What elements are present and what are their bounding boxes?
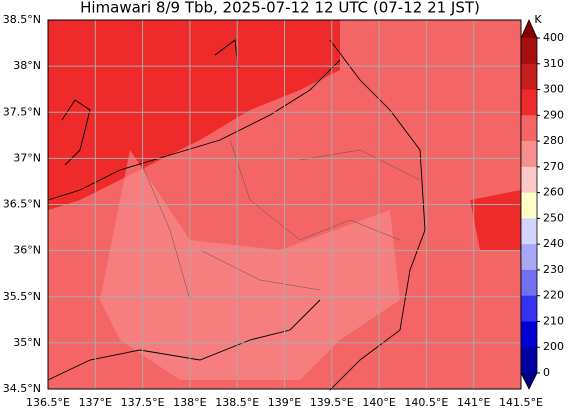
lat-tick-label: 34.5°N bbox=[3, 382, 41, 395]
colorbar-segment bbox=[521, 141, 537, 168]
lon-tick-label: 140°E bbox=[362, 396, 395, 409]
prefecture-border bbox=[139, 139, 421, 301]
colorbar-label: 280 bbox=[543, 134, 564, 147]
lat-tick-label: 36.5°N bbox=[3, 198, 41, 211]
lat-tick-label: 38°N bbox=[13, 59, 41, 72]
colorbar-segment bbox=[521, 38, 537, 65]
colorbar-segment bbox=[521, 89, 537, 116]
colorbar-label: 220 bbox=[543, 289, 564, 302]
cooler-area bbox=[100, 150, 400, 380]
lon-tick-label: 139.5°E bbox=[310, 396, 354, 409]
colorbar-label: 400 bbox=[543, 31, 564, 44]
lon-tick-label: 140.5°E bbox=[404, 396, 448, 409]
colorbar-segment bbox=[521, 192, 537, 219]
colorbar-segment bbox=[521, 244, 537, 271]
colorbar-label: 230 bbox=[543, 263, 564, 276]
colorbar-extend bbox=[521, 373, 537, 389]
title: Himawari 8/9 Tbb, 2025-07-12 12 UTC (07-… bbox=[80, 0, 480, 17]
colorbar-label: 0 bbox=[543, 366, 550, 379]
colorbar-segment bbox=[521, 269, 537, 296]
colorbar-segment bbox=[521, 347, 537, 374]
lat-tick-label: 35.5°N bbox=[3, 290, 41, 303]
colorbar-label: 250 bbox=[543, 211, 564, 224]
colorbar-segment bbox=[521, 218, 537, 245]
map-area bbox=[47, 19, 522, 391]
lon-tick-label: 137°E bbox=[79, 396, 112, 409]
colorbar-label: 210 bbox=[543, 314, 564, 327]
lat-tick-label: 35°N bbox=[13, 336, 41, 349]
colorbar-label: 270 bbox=[543, 160, 564, 173]
island bbox=[200, 40, 240, 78]
lon-tick-label: 138°E bbox=[173, 396, 206, 409]
colorbar-segment bbox=[521, 295, 537, 322]
colorbar-segment bbox=[521, 63, 537, 90]
lat-tick-label: 36°N bbox=[13, 244, 41, 257]
lat-tick-label: 37.5°N bbox=[3, 105, 41, 118]
colorbar-segment bbox=[521, 321, 537, 348]
lon-tick-label: 141.5°E bbox=[499, 396, 543, 409]
colorbar-segment bbox=[521, 166, 537, 193]
lon-tick-label: 137.5°E bbox=[121, 396, 165, 409]
colorbar-label: 240 bbox=[543, 237, 564, 250]
lat-tick-label: 37°N bbox=[13, 151, 41, 164]
lon-tick-label: 136.5°E bbox=[26, 396, 70, 409]
colorbar-label: 290 bbox=[543, 108, 564, 121]
colorbar-label: 310 bbox=[543, 57, 564, 70]
coastline bbox=[47, 39, 426, 391]
colorbar-label: 200 bbox=[543, 340, 564, 353]
colorbar-label: 300 bbox=[543, 83, 564, 96]
lon-tick-label: 138.5°E bbox=[215, 396, 259, 409]
warm-sea bbox=[48, 20, 340, 210]
colorbar-segment bbox=[521, 115, 537, 142]
lon-tick-label: 141°E bbox=[457, 396, 490, 409]
lat-tick-label: 38.5°N bbox=[3, 13, 41, 26]
colorbar-extend bbox=[521, 20, 537, 38]
lon-tick-label: 139°E bbox=[268, 396, 301, 409]
colorbar-unit: K bbox=[534, 13, 542, 26]
colorbar-label: 260 bbox=[543, 186, 564, 199]
